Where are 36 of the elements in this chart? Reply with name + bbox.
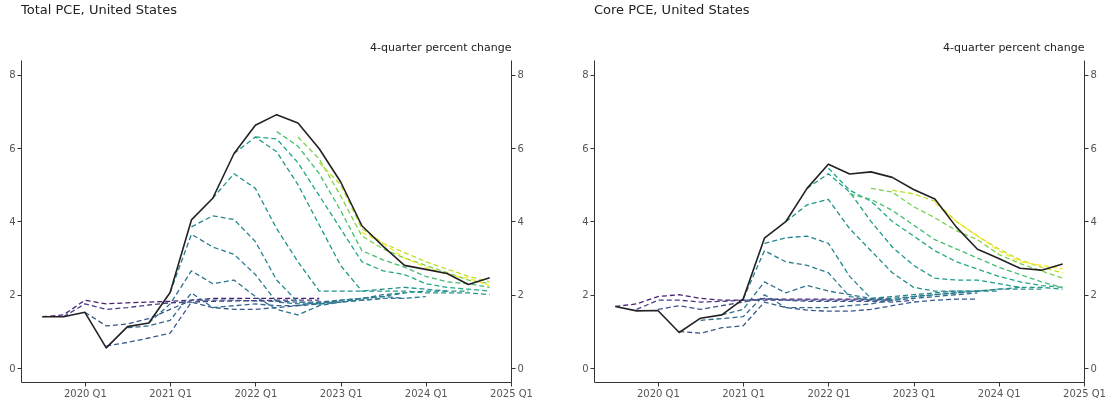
y2-tick-label: 6 <box>517 142 524 154</box>
x-tick-label: 2024 Q1 <box>977 387 1021 399</box>
y-tick-label: 4 <box>582 215 589 227</box>
y2-tick-label: 4 <box>517 215 524 227</box>
chart-title: Core PCE, United States <box>594 2 750 17</box>
y2-tick-label: 0 <box>517 362 524 374</box>
y-tick-label: 2 <box>9 289 16 301</box>
y-tick-label: 4 <box>9 215 16 227</box>
x-tick-label: 2020 Q1 <box>63 387 107 399</box>
y2-tick-label: 8 <box>517 69 524 81</box>
y-tick-label: 6 <box>9 142 16 154</box>
y-tick-label: 8 <box>9 69 16 81</box>
x-tick-label: 2024 Q1 <box>404 387 448 399</box>
chart-title: Total PCE, United States <box>20 2 178 17</box>
x-tick-label: 2025 Q1 <box>1063 387 1106 399</box>
y2-tick-label: 0 <box>1090 362 1097 374</box>
y2-tick-label: 2 <box>517 289 524 301</box>
x-tick-label: 2020 Q1 <box>636 387 680 399</box>
y-tick-label: 2 <box>582 289 589 301</box>
y-tick-label: 8 <box>582 69 589 81</box>
y2-tick-label: 6 <box>1090 142 1097 154</box>
y2-axis-title: 4-quarter percent change <box>370 40 512 54</box>
y-tick-label: 0 <box>9 362 16 374</box>
x-tick-label: 2021 Q1 <box>722 387 766 399</box>
x-tick-label: 2023 Q1 <box>319 387 363 399</box>
y2-tick-label: 8 <box>1090 69 1097 81</box>
y-tick-label: 6 <box>582 142 589 154</box>
y2-tick-label: 4 <box>1090 215 1097 227</box>
x-tick-label: 2023 Q1 <box>892 387 936 399</box>
x-tick-label: 2025 Q1 <box>490 387 533 399</box>
y2-tick-label: 2 <box>1090 289 1097 301</box>
y2-axis-title: 4-quarter percent change <box>943 40 1085 54</box>
x-tick-label: 2022 Q1 <box>234 387 278 399</box>
y-tick-label: 0 <box>582 362 589 374</box>
x-tick-label: 2021 Q1 <box>149 387 193 399</box>
x-tick-label: 2022 Q1 <box>807 387 851 399</box>
